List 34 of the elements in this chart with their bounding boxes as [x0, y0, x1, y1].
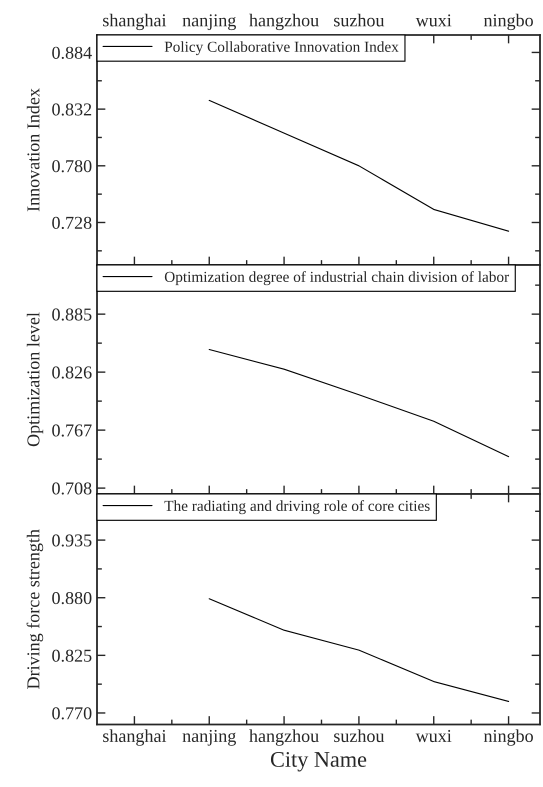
- y-tick-label: 0.825: [52, 650, 92, 662]
- y-axis-title: Driving force strength: [26, 529, 44, 689]
- x-tick-label: wuxi: [416, 14, 452, 26]
- y-tick-label: 0.880: [52, 592, 92, 604]
- x-tick-label: hangzhou: [249, 729, 319, 746]
- line-series: [208, 598, 510, 702]
- line-series: [208, 348, 510, 458]
- x-tick-label: shanghai: [103, 729, 166, 746]
- x-tick-label: suzhou: [334, 729, 384, 742]
- y-tick-label: 0.767: [52, 424, 92, 437]
- y-tick-label: 0.832: [52, 103, 92, 116]
- x-tick-label: hangzhou: [249, 14, 319, 30]
- legend-label: Optimization degree of industrial chain division of labor: [164, 271, 510, 286]
- y-tick-label: 0.884: [52, 46, 92, 59]
- y-axis-title: Optimization level: [26, 312, 44, 446]
- y-tick-label: 0.708: [52, 482, 92, 495]
- x-tick-label: wuxi: [416, 730, 452, 742]
- line-series: [208, 100, 510, 232]
- y-tick-label: 0.728: [52, 216, 92, 230]
- x-tick-label: suzhou: [334, 14, 384, 26]
- x-tick-label: shanghai: [103, 14, 166, 30]
- x-axis-title: City Name: [270, 752, 366, 772]
- y-tick-label: 0.885: [52, 308, 92, 321]
- y-tick-label: 0.935: [52, 534, 92, 547]
- x-tick-label: nanjing: [182, 14, 236, 30]
- y-axis-title: Innovation Index: [26, 88, 40, 212]
- y-tick-label: 0.770: [52, 707, 92, 720]
- y-tick-label: 0.780: [52, 160, 92, 172]
- x-tick-label: ningbo: [484, 14, 533, 30]
- y-tick-label: 0.826: [52, 366, 92, 379]
- x-tick-label: ningbo: [484, 729, 533, 746]
- legend-label: The radiating and driving role of core cities: [164, 500, 430, 514]
- x-tick-label: nanjing: [182, 730, 236, 746]
- legend-label: Policy Collaborative Innovation Index: [164, 41, 399, 56]
